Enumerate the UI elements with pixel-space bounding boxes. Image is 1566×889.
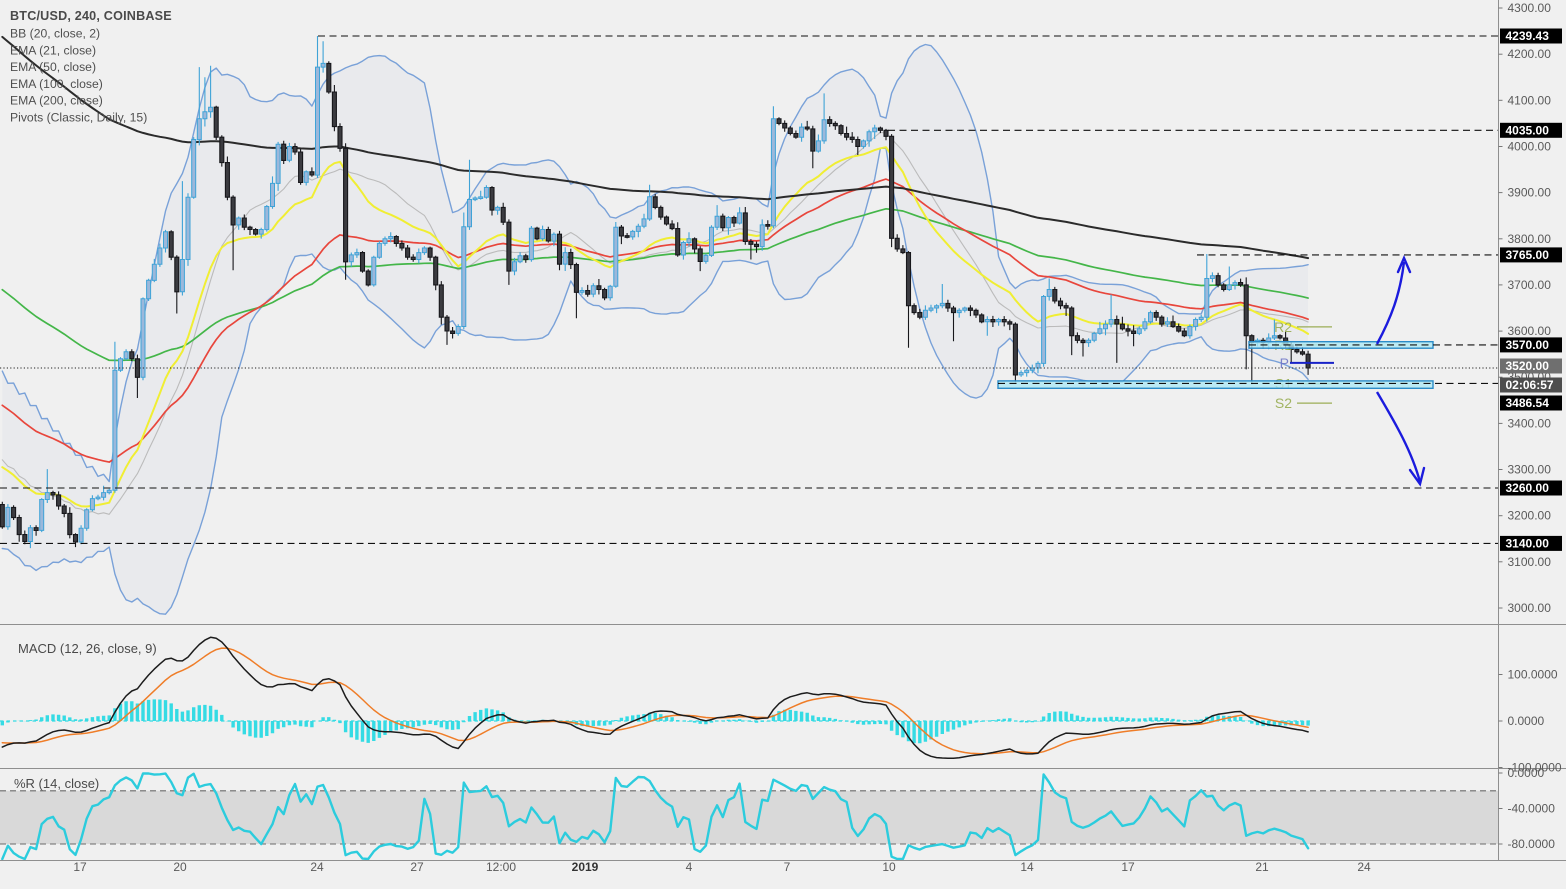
svg-text:21: 21	[1255, 860, 1269, 874]
svg-text:-80.0000: -80.0000	[1508, 837, 1556, 851]
svg-text:3900.00: 3900.00	[1508, 186, 1552, 200]
svg-text:3800.00: 3800.00	[1508, 232, 1552, 246]
svg-text:3260.00: 3260.00	[1506, 481, 1550, 495]
svg-text:EMA (200, close): EMA (200, close)	[10, 94, 103, 108]
svg-text:4100.00: 4100.00	[1508, 93, 1552, 107]
svg-text:4239.43: 4239.43	[1506, 29, 1550, 43]
svg-text:3140.00: 3140.00	[1506, 537, 1550, 551]
svg-text:3765.00: 3765.00	[1506, 248, 1550, 262]
svg-text:MACD (12, 26, close, 9): MACD (12, 26, close, 9)	[18, 641, 157, 656]
svg-text:3600.00: 3600.00	[1508, 324, 1552, 338]
svg-text:-100.0000: -100.0000	[1508, 761, 1562, 775]
svg-text:10: 10	[882, 860, 896, 874]
svg-text:R2: R2	[1274, 319, 1292, 335]
svg-text:3520.00: 3520.00	[1506, 359, 1550, 373]
svg-text:4: 4	[686, 860, 693, 874]
svg-text:100.0000: 100.0000	[1508, 668, 1558, 682]
svg-text:02:06:57: 02:06:57	[1506, 378, 1554, 392]
svg-text:24: 24	[310, 860, 324, 874]
svg-text:3570.00: 3570.00	[1506, 338, 1550, 352]
svg-text:EMA (21, close): EMA (21, close)	[10, 43, 96, 57]
svg-text:3700.00: 3700.00	[1508, 278, 1552, 292]
svg-text:24: 24	[1357, 860, 1371, 874]
svg-text:%R (14, close): %R (14, close)	[14, 776, 99, 791]
svg-text:17: 17	[73, 860, 87, 874]
svg-text:4035.00: 4035.00	[1506, 124, 1550, 138]
svg-text:12:00: 12:00	[486, 860, 516, 874]
svg-text:EMA (100, close): EMA (100, close)	[10, 77, 103, 91]
svg-text:-40.0000: -40.0000	[1508, 802, 1556, 816]
svg-text:27: 27	[410, 860, 424, 874]
svg-text:17: 17	[1121, 860, 1135, 874]
svg-text:S2: S2	[1275, 395, 1292, 411]
svg-text:4200.00: 4200.00	[1508, 47, 1552, 61]
svg-text:P: P	[1280, 355, 1289, 371]
svg-text:0.0000: 0.0000	[1508, 766, 1545, 780]
svg-text:3100.00: 3100.00	[1508, 555, 1552, 569]
svg-text:3400.00: 3400.00	[1508, 416, 1552, 430]
svg-text:7: 7	[784, 860, 791, 874]
svg-text:3000.00: 3000.00	[1508, 601, 1552, 615]
svg-text:4300.00: 4300.00	[1508, 1, 1552, 15]
svg-text:20: 20	[173, 860, 187, 874]
svg-text:Pivots (Classic, Daily, 15): Pivots (Classic, Daily, 15)	[10, 111, 147, 125]
svg-text:0.0000: 0.0000	[1508, 714, 1545, 728]
svg-text:3200.00: 3200.00	[1508, 509, 1552, 523]
svg-text:EMA (50, close): EMA (50, close)	[10, 60, 96, 74]
svg-text:2019: 2019	[572, 860, 599, 874]
svg-text:3300.00: 3300.00	[1508, 463, 1552, 477]
svg-text:3486.54: 3486.54	[1506, 396, 1550, 410]
svg-text:BTC/USD, 240, COINBASE: BTC/USD, 240, COINBASE	[10, 9, 172, 23]
svg-text:BB (20, close, 2): BB (20, close, 2)	[10, 27, 100, 41]
svg-text:4000.00: 4000.00	[1508, 140, 1552, 154]
svg-text:14: 14	[1020, 860, 1034, 874]
